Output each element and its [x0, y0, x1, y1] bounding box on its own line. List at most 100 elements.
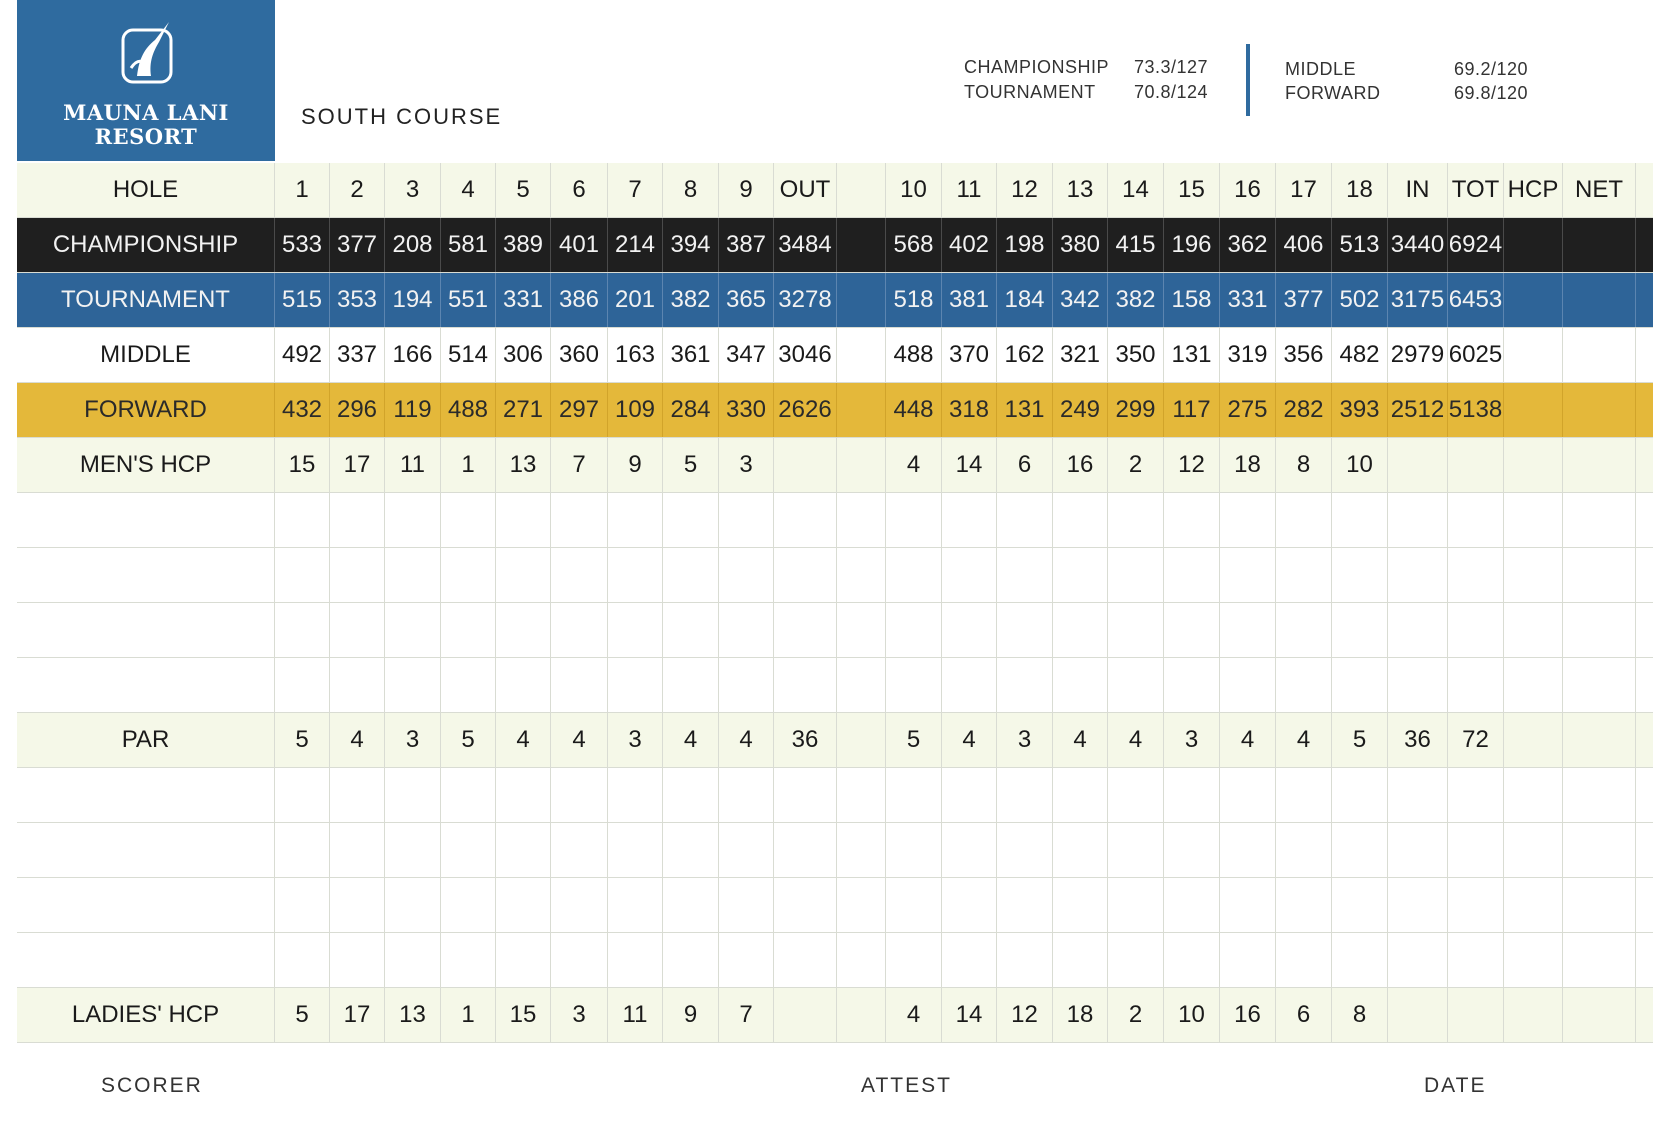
score-entry-cell[interactable]: [719, 603, 774, 657]
score-entry-cell[interactable]: [1504, 603, 1563, 657]
score-entry-cell[interactable]: [719, 933, 774, 987]
score-entry-cell[interactable]: [1563, 933, 1636, 987]
score-entry-cell[interactable]: [1108, 548, 1164, 602]
score-entry-cell[interactable]: [496, 768, 551, 822]
score-entry-cell[interactable]: [997, 933, 1053, 987]
score-entry-cell[interactable]: [496, 658, 551, 712]
score-entry-cell[interactable]: [663, 603, 719, 657]
score-entry-cell[interactable]: [608, 493, 663, 547]
score-entry-cell[interactable]: [441, 493, 496, 547]
score-entry-cell[interactable]: [608, 548, 663, 602]
score-entry-cell[interactable]: [551, 933, 608, 987]
score-entry-cell[interactable]: [886, 933, 942, 987]
score-entry-cell[interactable]: [719, 658, 774, 712]
score-entry-cell[interactable]: [551, 768, 608, 822]
score-entry-cell[interactable]: [1108, 933, 1164, 987]
score-entry-cell[interactable]: [1448, 493, 1504, 547]
score-entry-cell[interactable]: [1164, 768, 1220, 822]
score-entry-cell[interactable]: [719, 878, 774, 932]
score-entry-cell[interactable]: [942, 548, 997, 602]
score-entry-cell[interactable]: [1220, 933, 1276, 987]
score-entry-cell[interactable]: [385, 658, 441, 712]
score-entry-cell[interactable]: [1332, 823, 1388, 877]
score-entry-cell[interactable]: [330, 658, 385, 712]
score-entry-cell[interactable]: [942, 933, 997, 987]
score-entry-cell[interactable]: [551, 603, 608, 657]
score-entry-cell[interactable]: [551, 493, 608, 547]
score-entry-cell[interactable]: [1332, 658, 1388, 712]
score-entry-cell[interactable]: [886, 658, 942, 712]
score-entry-cell[interactable]: [663, 768, 719, 822]
score-entry-cell[interactable]: [1388, 603, 1448, 657]
score-entry-cell[interactable]: [1332, 548, 1388, 602]
score-entry-cell[interactable]: [1276, 823, 1332, 877]
score-entry-cell[interactable]: [774, 933, 837, 987]
score-entry-cell[interactable]: [1053, 493, 1108, 547]
score-entry-cell[interactable]: [275, 658, 330, 712]
score-entry-cell[interactable]: [1276, 878, 1332, 932]
score-entry-cell[interactable]: [997, 603, 1053, 657]
score-entry-cell[interactable]: [1220, 823, 1276, 877]
score-entry-cell[interactable]: [1108, 493, 1164, 547]
score-entry-cell[interactable]: [1448, 878, 1504, 932]
score-entry-cell[interactable]: [774, 658, 837, 712]
score-entry-cell[interactable]: [496, 493, 551, 547]
score-entry-cell[interactable]: [1448, 658, 1504, 712]
score-entry-cell[interactable]: [774, 878, 837, 932]
score-entry-cell[interactable]: [608, 768, 663, 822]
score-entry-cell[interactable]: [275, 823, 330, 877]
score-entry-cell[interactable]: [1108, 823, 1164, 877]
score-entry-cell[interactable]: [1563, 548, 1636, 602]
score-entry-cell[interactable]: [774, 493, 837, 547]
score-entry-cell[interactable]: [1276, 768, 1332, 822]
score-entry-cell[interactable]: [385, 768, 441, 822]
score-entry-cell[interactable]: [1220, 658, 1276, 712]
score-entry-cell[interactable]: [1504, 933, 1563, 987]
score-entry-cell[interactable]: [1220, 603, 1276, 657]
score-entry-cell[interactable]: [1332, 603, 1388, 657]
score-entry-cell[interactable]: [942, 658, 997, 712]
score-entry-cell[interactable]: [1220, 768, 1276, 822]
score-entry-cell[interactable]: [1388, 548, 1448, 602]
score-entry-cell[interactable]: [441, 603, 496, 657]
score-entry-cell[interactable]: [997, 548, 1053, 602]
score-entry-cell[interactable]: [1388, 493, 1448, 547]
score-entry-cell[interactable]: [1276, 493, 1332, 547]
score-entry-cell[interactable]: [385, 603, 441, 657]
score-entry-cell[interactable]: [385, 548, 441, 602]
score-entry-cell[interactable]: [441, 933, 496, 987]
score-entry-cell[interactable]: [275, 768, 330, 822]
score-entry-cell[interactable]: [1448, 603, 1504, 657]
score-entry-cell[interactable]: [886, 823, 942, 877]
score-entry-cell[interactable]: [1164, 548, 1220, 602]
score-entry-cell[interactable]: [551, 823, 608, 877]
score-entry-cell[interactable]: [1332, 933, 1388, 987]
score-entry-cell[interactable]: [608, 933, 663, 987]
score-entry-cell[interactable]: [608, 823, 663, 877]
score-entry-cell[interactable]: [1388, 823, 1448, 877]
score-entry-cell[interactable]: [385, 493, 441, 547]
score-entry-cell[interactable]: [1164, 823, 1220, 877]
score-entry-cell[interactable]: [1332, 768, 1388, 822]
score-entry-cell[interactable]: [719, 493, 774, 547]
score-entry-cell[interactable]: [1448, 823, 1504, 877]
score-entry-cell[interactable]: [275, 493, 330, 547]
score-entry-cell[interactable]: [1563, 603, 1636, 657]
score-entry-cell[interactable]: [1164, 878, 1220, 932]
score-entry-cell[interactable]: [774, 823, 837, 877]
score-entry-cell[interactable]: [1108, 658, 1164, 712]
score-entry-cell[interactable]: [663, 548, 719, 602]
score-entry-cell[interactable]: [942, 768, 997, 822]
score-entry-cell[interactable]: [663, 493, 719, 547]
score-entry-cell[interactable]: [1504, 658, 1563, 712]
score-entry-cell[interactable]: [1504, 493, 1563, 547]
score-entry-cell[interactable]: [496, 603, 551, 657]
score-entry-cell[interactable]: [551, 658, 608, 712]
score-entry-cell[interactable]: [942, 493, 997, 547]
score-entry-cell[interactable]: [385, 878, 441, 932]
score-entry-cell[interactable]: [719, 548, 774, 602]
score-entry-cell[interactable]: [1108, 768, 1164, 822]
score-entry-cell[interactable]: [1388, 768, 1448, 822]
score-entry-cell[interactable]: [997, 658, 1053, 712]
score-entry-cell[interactable]: [1504, 823, 1563, 877]
